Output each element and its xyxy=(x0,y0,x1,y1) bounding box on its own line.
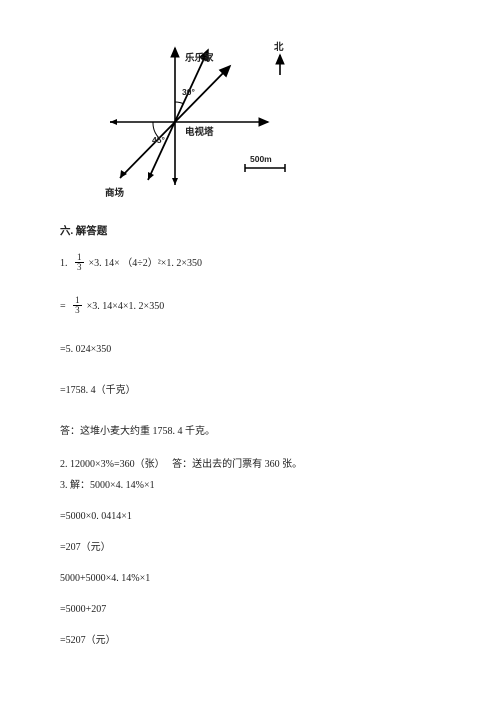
p1-line2-a: = xyxy=(60,301,66,312)
label-tvtower: 电视塔 xyxy=(185,124,214,138)
label-home: 乐乐家 xyxy=(185,50,214,64)
p1-line2-b: ×3. 14×4×1. 2×350 xyxy=(87,301,165,312)
p3-l5: =5207（元） xyxy=(60,633,440,648)
p2: 2. 12000×3%=360（张） 答：送出去的门票有 360 张。 xyxy=(60,457,440,472)
p3-l3: 5000+5000×4. 14%×1 xyxy=(60,571,440,586)
p3-l4: =5000+207 xyxy=(60,602,440,617)
p1-line4: =1758. 4（千克） xyxy=(60,383,440,398)
p1-answer: 答：这堆小麦大约重 1758. 4 千克。 xyxy=(60,424,440,439)
label-scale: 500m xyxy=(250,154,272,164)
p3-l2: =207（元） xyxy=(60,540,440,555)
p1-line1: 1. 1 3 ×3. 14× （4÷2）²×1. 2×350 xyxy=(60,254,440,273)
label-angle45: 45° xyxy=(152,135,165,145)
p3-l1: =5000×0. 0414×1 xyxy=(60,509,440,524)
p1-line1-a: 1. xyxy=(60,258,68,269)
label-angle30: 30° xyxy=(182,87,195,97)
p1-line1-b: ×3. 14× （4÷2）²×1. 2×350 xyxy=(89,258,203,269)
diagram-svg xyxy=(90,40,300,205)
direction-diagram: 北 乐乐家 30° 电视塔 45° 商场 500m xyxy=(90,40,300,205)
page: 北 乐乐家 30° 电视塔 45° 商场 500m 六. 解答题 1. 1 3 … xyxy=(0,0,500,707)
label-mall: 商场 xyxy=(105,185,124,199)
p1-line2: = 1 3 ×3. 14×4×1. 2×350 xyxy=(60,297,440,316)
fraction-1-3: 1 3 xyxy=(75,253,84,272)
section-title: 六. 解答题 xyxy=(60,223,440,238)
p3-head: 3. 解：5000×4. 14%×1 xyxy=(60,478,440,493)
fraction-1-3b: 1 3 xyxy=(73,296,82,315)
p1-line3: =5. 024×350 xyxy=(60,342,440,357)
label-north: 北 xyxy=(274,39,284,53)
frac-den-b: 3 xyxy=(73,306,82,315)
frac-den: 3 xyxy=(75,263,84,272)
